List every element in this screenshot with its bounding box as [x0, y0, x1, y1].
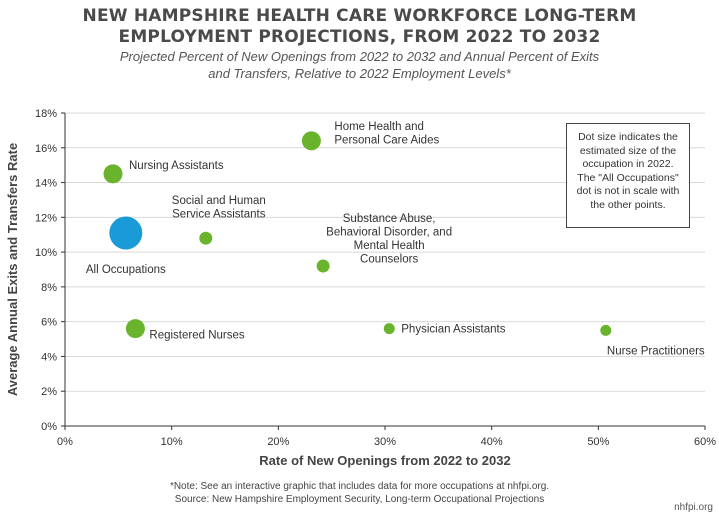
- chart-subtitle-line-1: Projected Percent of New Openings from 2…: [119, 49, 600, 64]
- dot-size-note-box: Dot size indicates the estimated size of…: [566, 123, 690, 228]
- y-tick-label: 18%: [35, 108, 57, 120]
- y-axis-title: Average Annual Exits and Transfers Rate: [5, 143, 20, 396]
- data-point: [125, 319, 145, 339]
- y-tick-label: 8%: [41, 282, 57, 294]
- y-tick-label: 4%: [41, 351, 57, 363]
- data-label: Substance Abuse,: [343, 213, 436, 225]
- data-label: Nurse Practitioners: [607, 345, 705, 357]
- data-point: [109, 216, 143, 250]
- data-point: [301, 131, 321, 151]
- y-tick-label: 12%: [35, 212, 57, 224]
- chart-subtitle-line-2: and Transfers, Relative to 2022 Employme…: [208, 66, 511, 81]
- footnote-note: *Note: See an interactive graphic that i…: [169, 481, 550, 492]
- data-point: [199, 231, 213, 245]
- footnote: *Note: See an interactive graphic that i…: [0, 480, 719, 506]
- y-tick-label: 10%: [35, 247, 57, 259]
- chart-title-line-2: EMPLOYMENT PROJECTIONS, FROM 2022 TO 203…: [118, 27, 601, 47]
- data-label: Home Health and: [334, 121, 424, 133]
- chart-title: NEW HAMPSHIRE HEALTH CARE WORKFORCE LONG…: [0, 6, 719, 48]
- brand-text: nhfpi.org: [674, 502, 713, 513]
- data-label: Nursing Assistants: [129, 160, 224, 172]
- data-label: Behavioral Disorder, and: [326, 227, 452, 239]
- x-axis-title: Rate of New Openings from 2022 to 2032: [259, 453, 510, 468]
- x-tick-label: 50%: [587, 436, 609, 448]
- data-label: Registered Nurses: [149, 330, 244, 342]
- y-tick-label: 16%: [35, 143, 57, 155]
- y-tick-label: 2%: [41, 386, 57, 398]
- chart-subtitle: Projected Percent of New Openings from 2…: [0, 48, 719, 82]
- data-point: [383, 323, 395, 335]
- data-label: Social and Human: [172, 195, 266, 207]
- data-label: Counselors: [360, 254, 418, 266]
- x-tick-label: 20%: [267, 436, 289, 448]
- data-label: Physician Assistants: [401, 324, 505, 336]
- data-point: [316, 259, 330, 273]
- data-label: Personal Care Aides: [334, 134, 439, 146]
- x-tick-label: 10%: [161, 436, 183, 448]
- x-tick-label: 40%: [481, 436, 503, 448]
- data-point: [103, 164, 123, 184]
- x-tick-label: 0%: [57, 436, 73, 448]
- x-tick-label: 30%: [374, 436, 396, 448]
- y-tick-label: 0%: [41, 421, 57, 433]
- data-label: All Occupations: [86, 264, 166, 276]
- y-tick-label: 6%: [41, 317, 57, 329]
- chart-title-line-1: NEW HAMPSHIRE HEALTH CARE WORKFORCE LONG…: [82, 6, 637, 26]
- data-point: [600, 324, 612, 336]
- footnote-source: Source: New Hampshire Employment Securit…: [174, 494, 545, 505]
- y-tick-label: 14%: [35, 178, 57, 190]
- data-label: Mental Health: [354, 240, 425, 252]
- x-tick-label: 60%: [694, 436, 716, 448]
- data-label: Service Assistants: [172, 209, 266, 221]
